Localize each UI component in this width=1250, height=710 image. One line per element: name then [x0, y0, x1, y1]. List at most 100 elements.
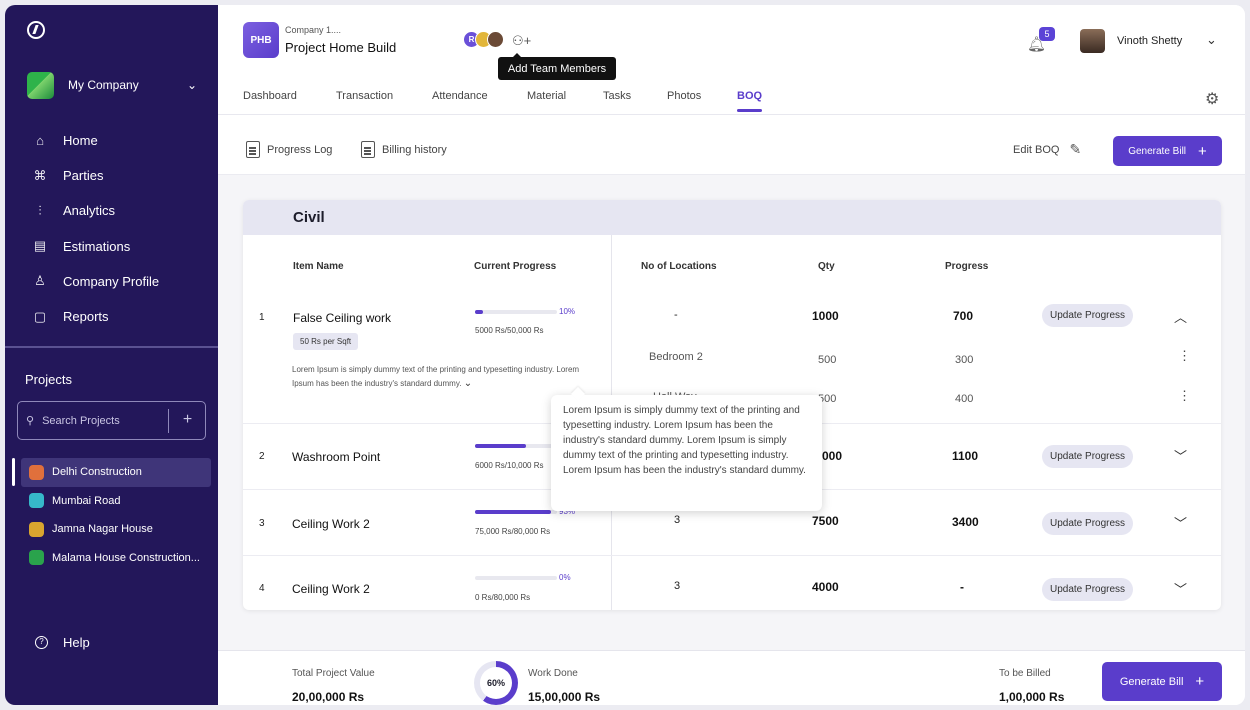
edit-boq-label: Edit BOQ	[1013, 143, 1060, 156]
location-count: -	[674, 309, 678, 321]
add-member-tooltip: Add Team Members	[498, 53, 616, 80]
project-item-delhi-construction[interactable]: Delhi Construction	[12, 458, 211, 487]
app-logo-icon[interactable]	[27, 21, 45, 39]
billing-history-button[interactable]: Billing history	[361, 141, 447, 158]
tab-dashboard[interactable]: Dashboard	[243, 90, 297, 102]
user-avatar[interactable]	[1080, 29, 1105, 53]
description-popover: Lorem Ipsum is simply dummy text of the …	[551, 395, 822, 511]
user-name[interactable]: Vinoth Shetty	[1117, 35, 1183, 47]
projects-heading: Projects	[25, 372, 72, 387]
project-avatar	[29, 550, 44, 566]
progress-value: 1100	[952, 449, 979, 463]
home-icon: ⌂	[36, 133, 44, 149]
generate-bill-button[interactable]: Generate Bill +	[1113, 136, 1222, 166]
progress-percent: 10%	[559, 307, 576, 316]
project-avatar	[29, 521, 44, 537]
billing-history-label: Billing history	[382, 143, 447, 156]
work-done-label: Work Done	[528, 668, 578, 679]
qty-value: 7500	[812, 514, 839, 528]
location-count: 3	[674, 514, 681, 526]
chevron-down-icon[interactable]: ⌄	[1206, 32, 1217, 47]
gear-icon[interactable]: ⚙	[1205, 91, 1220, 108]
chevron-down-icon[interactable]: ⌄	[463, 378, 473, 389]
chevron-down-icon[interactable]: ﹀	[1174, 449, 1188, 464]
progress-amount: 5000 Rs/50,000 Rs	[475, 326, 544, 335]
sidebar-item-estimations[interactable]: ▤ Estimations	[33, 229, 159, 264]
sidebar-item-label: Company Profile	[63, 273, 160, 289]
table-row: 4 Ceiling Work 2 0% 0 Rs/80,000 Rs 3 400…	[243, 556, 1221, 610]
location-progress: 300	[955, 354, 974, 366]
add-project-button[interactable]: +	[168, 409, 206, 433]
rate-tag: 50 Rs per Sqft	[293, 333, 359, 350]
plus-icon: +	[1195, 673, 1205, 690]
work-done-value: 15,00,000 Rs	[528, 690, 601, 704]
location-count: 3	[674, 580, 681, 592]
row-index: 1	[259, 312, 265, 323]
company-switcher[interactable]: My Company ⌄	[27, 71, 197, 99]
project-list: Delhi Construction Mumbai Road Jamna Nag…	[12, 458, 211, 573]
team-avatars[interactable]: R	[463, 31, 504, 53]
update-progress-button[interactable]: Update Progress	[1042, 512, 1134, 535]
edit-boq-button[interactable]: Edit BOQ ✎	[1013, 141, 1081, 158]
sidebar-item-company-profile[interactable]: ♙ Company Profile	[33, 264, 159, 299]
top-header: PHB Company 1.... Project Home Build R ⚇…	[218, 5, 1245, 115]
qty-value: 000	[822, 449, 843, 463]
chevron-down-icon[interactable]: ﹀	[1174, 582, 1188, 597]
progress-value: 700	[953, 309, 974, 323]
search-projects-field[interactable]: ⚲ Search Projects +	[17, 401, 206, 440]
update-progress-button[interactable]: Update Progress	[1042, 578, 1134, 601]
summary-footer: Total Project Value 20,00,000 Rs 60% Wor…	[218, 650, 1245, 705]
tab-photos[interactable]: Photos	[667, 90, 702, 102]
search-icon: ⚲	[26, 415, 35, 427]
progress-fill	[475, 310, 484, 314]
progress-amount: 75,000 Rs/80,000 Rs	[475, 527, 551, 536]
item-name: Washroom Point	[292, 450, 381, 464]
generate-bill-label: Generate Bill	[1119, 675, 1184, 688]
col-current-progress: Current Progress	[474, 261, 557, 272]
tab-boq[interactable]: BOQ	[737, 90, 763, 114]
project-avatar	[29, 493, 44, 509]
tab-transaction[interactable]: Transaction	[336, 90, 394, 102]
update-progress-button[interactable]: Update Progress	[1042, 304, 1134, 327]
update-progress-button[interactable]: Update Progress	[1042, 445, 1134, 468]
project-name: Malama House Construction...	[52, 551, 200, 564]
sidebar-item-parties[interactable]: ⌘ Parties	[33, 158, 159, 193]
location-qty: 500	[818, 354, 837, 366]
progress-fill	[475, 444, 526, 448]
chevron-down-icon[interactable]: ﹀	[1174, 516, 1188, 531]
sidebar-nav: ⌂ Home ⌘ Parties ⫶ Analytics ▤ Estimatio…	[33, 123, 160, 334]
project-item-jamna-nagar-house[interactable]: Jamna Nagar House	[21, 515, 211, 544]
sidebar-item-home[interactable]: ⌂ Home	[33, 123, 159, 158]
row-index: 4	[259, 583, 265, 594]
estimations-icon: ▤	[33, 238, 47, 254]
progress-percent: 0%	[559, 573, 571, 582]
tab-tasks[interactable]: Tasks	[603, 90, 632, 102]
sidebar-item-label: Home	[63, 133, 98, 149]
company-name: My Company	[68, 78, 139, 92]
col-qty: Qty	[818, 261, 835, 272]
sidebar-item-reports[interactable]: ▢ Reports	[33, 299, 159, 334]
to-be-billed-value: 1,00,000 Rs	[999, 690, 1065, 704]
project-name: Mumbai Road	[52, 494, 121, 507]
qty-value: 4000	[812, 580, 839, 594]
tab-material[interactable]: Material	[527, 90, 567, 102]
item-name: Ceiling Work 2	[292, 517, 370, 531]
progress-log-button[interactable]: Progress Log	[246, 141, 332, 158]
footer-generate-bill-button[interactable]: Generate Bill +	[1102, 662, 1222, 701]
chevron-up-icon[interactable]: ︿	[1174, 310, 1188, 325]
tab-attendance[interactable]: Attendance	[432, 90, 488, 102]
row-index: 2	[259, 451, 265, 462]
help-link[interactable]: ? Help	[35, 635, 90, 650]
project-item-malama-house[interactable]: Malama House Construction...	[21, 544, 211, 573]
add-member-icon[interactable]: ⚇+	[512, 33, 532, 48]
progress-percent: 93%	[559, 507, 576, 516]
generate-bill-label: Generate Bill	[1128, 145, 1187, 157]
total-project-value-label: Total Project Value	[292, 668, 375, 679]
sidebar-item-analytics[interactable]: ⫶ Analytics	[33, 193, 159, 228]
document-icon	[361, 141, 375, 158]
more-options-icon[interactable]: ⋮	[1178, 348, 1191, 363]
more-options-icon[interactable]: ⋮	[1178, 388, 1191, 403]
document-icon	[246, 141, 260, 158]
location-name: Bedroom 2	[649, 351, 703, 363]
project-item-mumbai-road[interactable]: Mumbai Road	[21, 487, 211, 516]
